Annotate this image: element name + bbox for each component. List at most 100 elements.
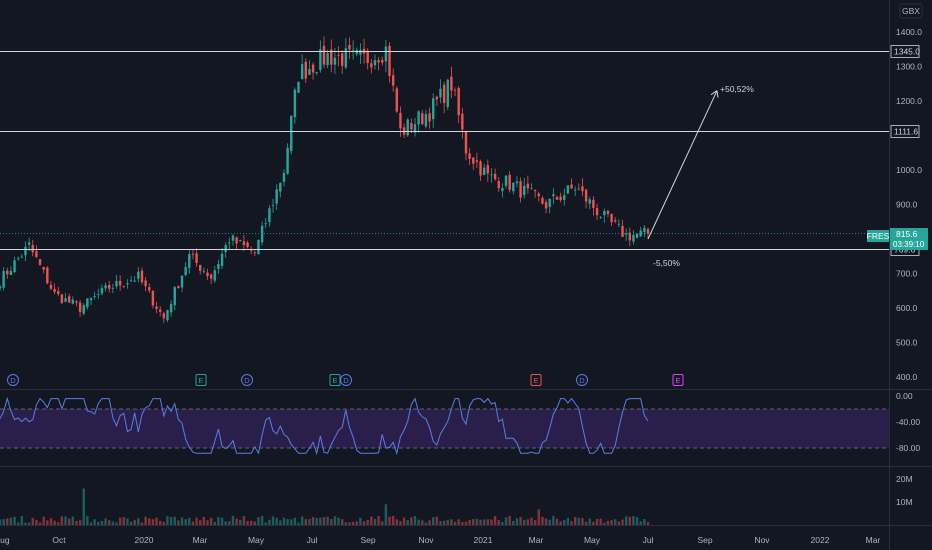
time-tick: Oct: [52, 535, 66, 545]
candle-body: [359, 49, 362, 55]
earnings-marker-icon[interactable]: [530, 374, 542, 386]
currency-badge[interactable]: [899, 3, 923, 19]
dividend-marker-icon[interactable]: [340, 374, 352, 386]
candle-body: [115, 280, 118, 287]
candle-body: [297, 81, 300, 93]
oscillator-axis[interactable]: 0.00 -40.00 -80.00: [896, 391, 920, 453]
candle-body: [148, 287, 151, 291]
volume-bar: [435, 516, 439, 525]
volume-bar: [315, 517, 318, 525]
candle-body: [220, 253, 224, 266]
volume-bar: [89, 522, 93, 525]
projection-line[interactable]: [647, 90, 718, 240]
volume-bar: [126, 518, 129, 525]
candle-body: [24, 246, 27, 256]
volume-bar: [439, 521, 442, 525]
volume-bar: [104, 518, 107, 525]
candle-body: [326, 53, 329, 66]
dividend-marker-icon[interactable]: [576, 374, 588, 386]
volume-bar: [173, 516, 176, 525]
volume-bar: [42, 516, 45, 525]
candle-body: [584, 189, 588, 202]
candle-body: [71, 299, 75, 304]
candle-body: [89, 298, 93, 301]
oscillator-tick: -80.00: [896, 443, 920, 453]
down-target-label: -5,50%: [653, 258, 680, 268]
candle-body: [158, 309, 162, 312]
volume-bar: [490, 519, 493, 525]
dividend-marker-icon[interactable]: [7, 374, 19, 386]
candle-body: [610, 213, 613, 223]
candle-body: [162, 313, 166, 319]
candle-body: [402, 127, 406, 135]
price-tick: 1300.0: [896, 62, 922, 72]
level-value: 1345.0: [894, 47, 920, 57]
candle-body: [60, 294, 64, 303]
price-tick: 1400.0: [896, 27, 922, 37]
volume-bar: [581, 518, 584, 525]
candle-body: [482, 167, 486, 176]
volume-bar: [450, 519, 453, 525]
volume-bar: [362, 521, 366, 525]
volume-bar: [257, 516, 260, 525]
volume-bar: [442, 520, 446, 525]
volume-bar: [184, 519, 187, 525]
volume-bar: [523, 519, 526, 525]
dividend-marker-icon[interactable]: [241, 374, 253, 386]
time-axis[interactable]: Aug Oct 2020 Mar May Jul Sep Nov 2021 Mar May Jul Se…: [0, 535, 880, 545]
candle-body: [144, 280, 147, 287]
candle-body: [595, 208, 599, 216]
candle-body: [573, 189, 577, 191]
volume-bar: [209, 517, 213, 525]
candle-body: [322, 45, 326, 65]
candle-body: [384, 46, 388, 62]
volume-bar: [344, 522, 348, 525]
time-tick: May: [248, 535, 265, 545]
time-tick: Jul: [307, 535, 318, 545]
volume-bar: [308, 519, 311, 525]
candle-body: [78, 302, 82, 312]
volume-bar: [621, 519, 624, 525]
volume-bar: [628, 516, 631, 525]
candle-body: [111, 287, 115, 289]
volume-bar: [402, 517, 406, 525]
candle-body: [428, 113, 431, 122]
price-axis[interactable]: 1400.0 1300.0 1200.0 1000.0 900.0 700.0 600.0 5…: [896, 27, 922, 382]
volume-bar: [122, 516, 125, 525]
candle-body: [330, 49, 333, 65]
volume-bar: [162, 522, 166, 525]
volume-bar: [570, 521, 573, 525]
volume-bar: [530, 517, 533, 525]
earnings-marker-icon[interactable]: [195, 374, 207, 386]
candle-body: [333, 57, 337, 65]
time-tick: Nov: [754, 535, 770, 545]
candle-body: [9, 271, 13, 276]
candle-body: [366, 50, 369, 64]
earnings-marker-icon[interactable]: [672, 374, 684, 386]
price-tick: 400.0: [896, 372, 918, 382]
volume-bar: [199, 520, 202, 525]
candle-body: [406, 119, 409, 136]
level-tag: [890, 45, 920, 58]
volume-bar: [206, 520, 209, 525]
event-marker-label: D: [343, 376, 349, 385]
candle-body: [512, 182, 515, 192]
projection-arrow[interactable]: [647, 90, 719, 240]
candle-body: [537, 193, 540, 197]
candle-body: [624, 233, 628, 235]
candle-body: [544, 202, 548, 209]
volume-bar: [501, 521, 504, 525]
volume-bar: [548, 519, 551, 525]
volume-bar: [78, 520, 82, 525]
volume-axis[interactable]: 20M 10M: [896, 474, 913, 507]
candle-body: [260, 225, 264, 243]
candle-body: [315, 72, 318, 74]
volume-bar: [475, 518, 479, 525]
volume-bar: [461, 521, 464, 525]
candle-body: [13, 260, 16, 273]
candle-body: [442, 84, 446, 104]
candle-body: [592, 199, 595, 208]
